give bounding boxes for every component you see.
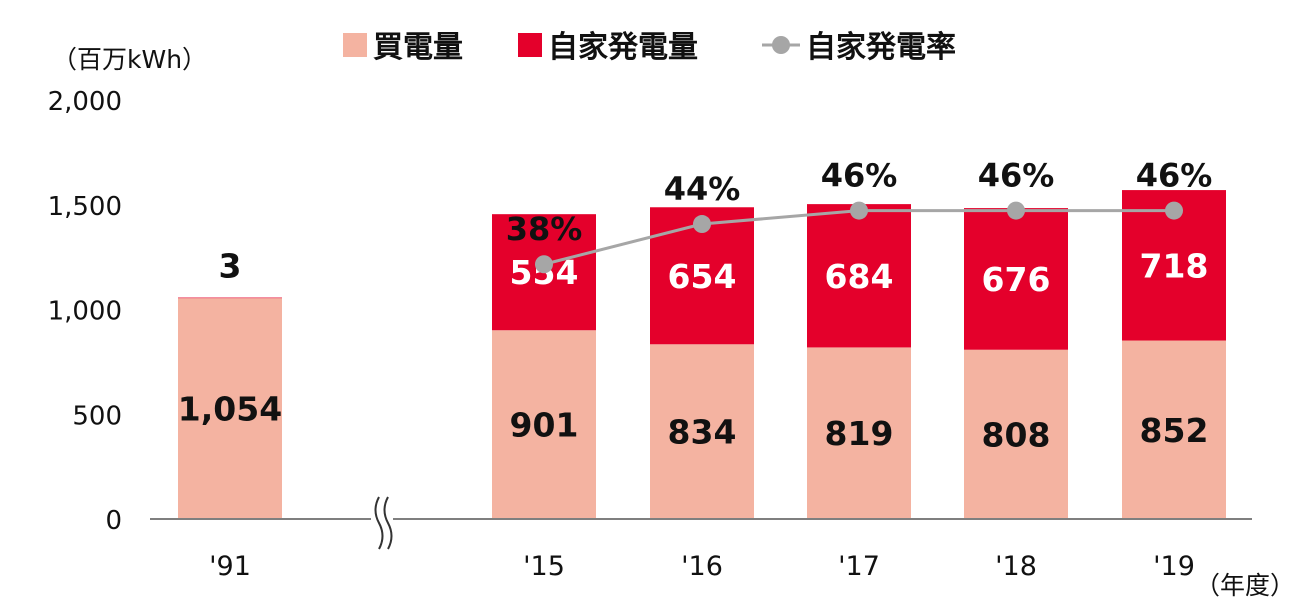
rate-point [1007,201,1025,220]
y-tick-label: 0 [105,506,122,536]
y-tick-label: 2,000 [48,87,122,117]
rate-point [1165,201,1183,220]
bar-segment-purchased [807,347,911,519]
y-axis-ticks: 0 500 1,000 1,500 2,000 [48,87,122,536]
x-tick-label: '19 [1153,551,1195,582]
x-tick-label: '18 [995,551,1037,582]
legend: 買電量 自家発電量 自家発電率 [343,30,956,65]
data-label-self-generated: 684 [825,257,894,296]
rate-line: 38% 44% 46% 46% 46% [506,157,1213,274]
data-label-purchased: 852 [1140,411,1209,450]
bar-segment-purchased [178,298,282,519]
bar-segment-purchased [964,349,1068,519]
rate-point [535,255,553,274]
bar-segment-purchased [650,344,754,519]
x-axis-ticks: '91 '15 '16 '17 '18 '19 [209,551,1195,582]
rate-data-label: 46% [1136,157,1213,195]
bar-segment-self-generated [178,297,282,299]
legend-label-self-generated: 自家発電量 [548,30,698,65]
x-axis-unit-label: （年度） [1195,571,1295,600]
data-label-self-generated: 718 [1140,246,1209,285]
x-tick-label: '91 [209,551,251,582]
legend-label-purchased: 買電量 [373,30,463,65]
x-tick-label: '17 [838,551,880,582]
data-label-self-generated: 654 [668,257,737,296]
rate-point [693,215,711,234]
y-tick-label: 1,500 [48,192,122,222]
y-axis-unit-label: （百万kWh） [52,45,207,74]
bars: 1,0543901554834654819684808676852718 [178,190,1226,519]
data-label-self-generated: 676 [982,260,1051,299]
data-label-purchased: 901 [510,406,579,445]
legend-swatch-purchased [343,33,367,57]
data-label-purchased: 808 [982,415,1051,454]
data-label-purchased: 819 [825,414,894,453]
bar-segment-purchased [1122,340,1226,519]
legend-marker-rate [772,36,790,54]
legend-label-rate: 自家発電率 [806,30,956,65]
bar-segment-self-generated [964,208,1068,350]
y-tick-label: 500 [72,401,122,431]
legend-swatch-self-generated [518,33,542,57]
data-label-self-generated: 3 [219,247,242,286]
x-tick-label: '16 [681,551,723,582]
rate-data-label: 46% [821,157,898,195]
rate-data-label: 46% [978,157,1055,195]
rate-data-label: 44% [664,170,741,208]
y-tick-label: 1,000 [48,297,122,327]
data-label-purchased: 1,054 [178,390,282,429]
bar-segment-self-generated [807,204,911,348]
rate-point [850,201,868,220]
x-tick-label: '15 [523,551,565,582]
bar-segment-purchased [492,330,596,519]
rate-data-label: 38% [506,210,583,248]
axis-break-mark [371,496,393,550]
data-label-purchased: 834 [668,413,737,452]
